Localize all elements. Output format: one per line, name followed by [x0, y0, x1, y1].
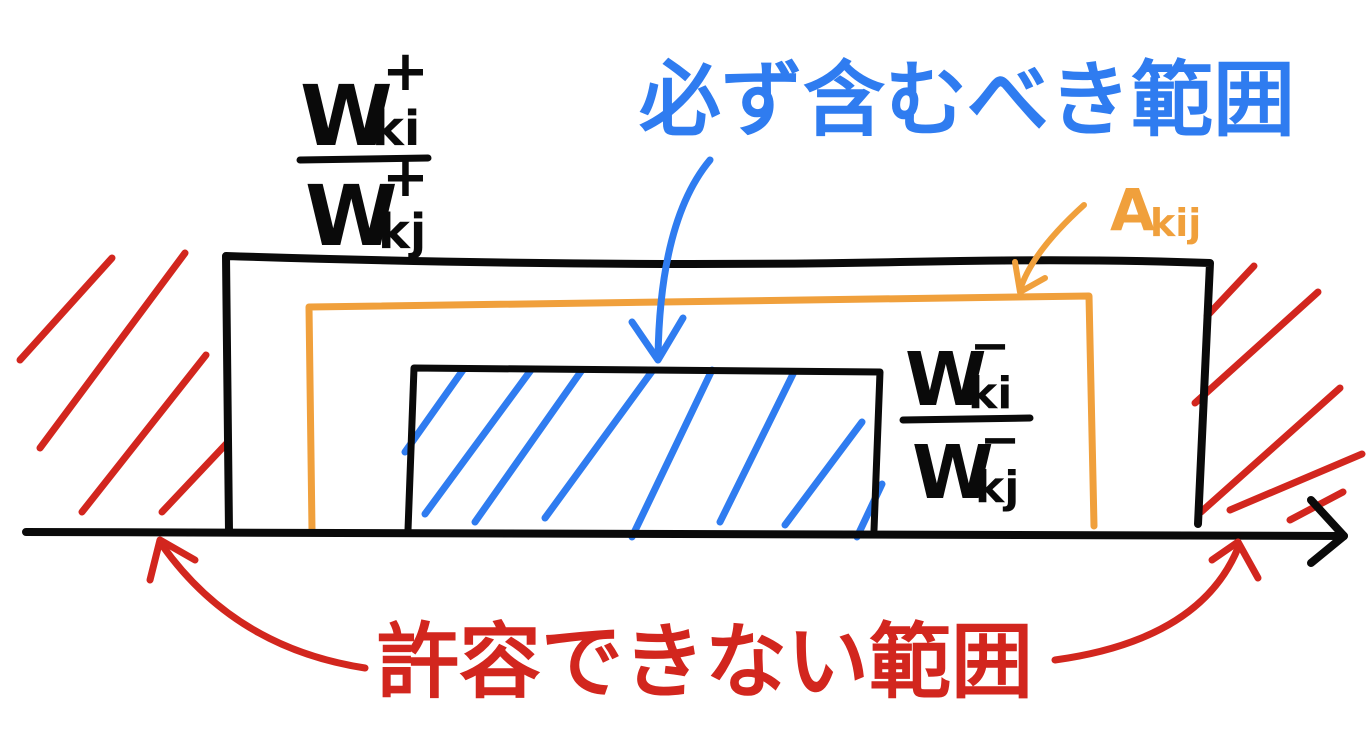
right-forbidden-hatch — [1191, 262, 1366, 524]
lower-ratio-den-sup: − — [980, 412, 1020, 468]
a-kij-main: A — [1110, 176, 1155, 244]
not-allowed-label: 許容できない範囲 — [377, 615, 1033, 710]
a-kij-label: A kij — [1110, 176, 1201, 245]
upper-ratio-den-sub: kj — [378, 204, 426, 260]
inner-range-box — [404, 364, 884, 534]
lower-ratio-num-w: W — [905, 337, 987, 423]
a-kij-sub: kij — [1150, 201, 1201, 245]
a-kij-arrow — [1012, 202, 1087, 295]
upper-ratio-fraction-bar — [296, 154, 432, 164]
horizontal-axis — [22, 496, 1348, 567]
a-kij-box — [305, 292, 1098, 534]
forbidden-range-arrows — [146, 536, 1262, 672]
lower-ratio-label: W ki − W kj − — [899, 318, 1034, 516]
upper-ratio-den-w: W — [305, 167, 398, 265]
required-range-arrow — [628, 156, 714, 364]
upper-ratio-num-w: W — [300, 67, 393, 165]
lower-ratio-num-sub: ki — [968, 368, 1012, 419]
lower-ratio-fraction-bar — [899, 414, 1034, 424]
lower-ratio-num-sup: − — [970, 318, 1010, 374]
required-range-hatch — [401, 366, 886, 541]
upper-ratio-num-sub: ki — [372, 101, 420, 157]
upper-ratio-num-sup: + — [382, 39, 429, 104]
lower-ratio-den-w: W — [912, 430, 994, 516]
must-include-label: 必ず含むべき範囲 — [639, 53, 1295, 148]
outer-range-box — [222, 252, 1214, 536]
lower-ratio-den-sub: kj — [975, 462, 1019, 513]
upper-ratio-label: W ki + W kj + — [296, 39, 432, 265]
upper-ratio-den-sup: + — [382, 145, 429, 210]
left-forbidden-hatch — [16, 249, 232, 516]
